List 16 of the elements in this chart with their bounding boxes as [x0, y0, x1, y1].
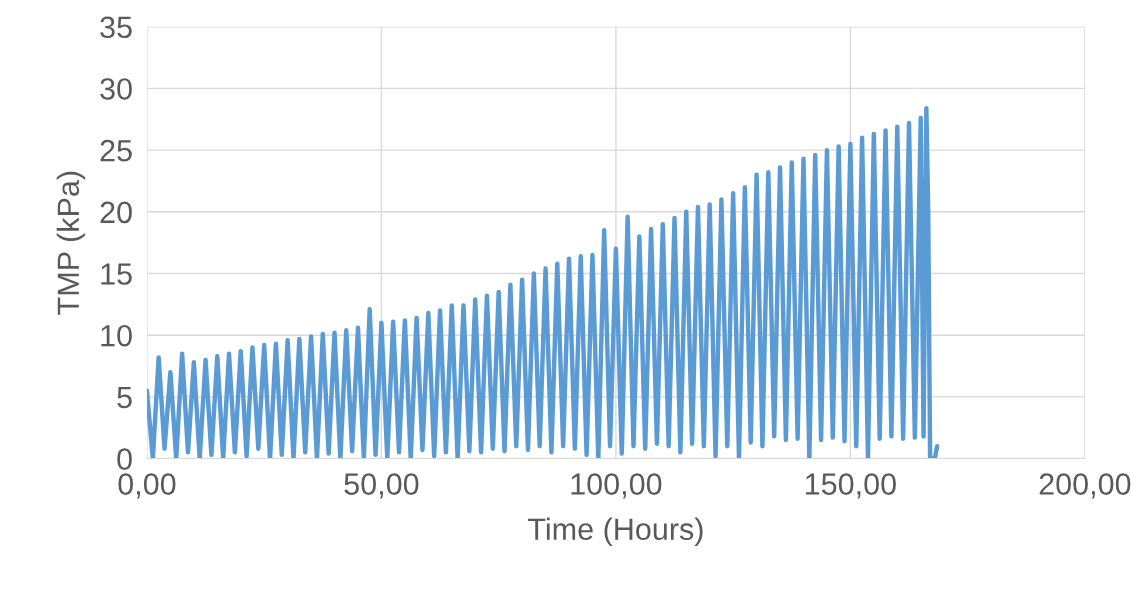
x-tick-label: 200,00 — [1039, 473, 1131, 499]
y-tick-label: 30 — [100, 78, 132, 100]
y-tick-label: 15 — [101, 263, 132, 285]
y-tick-label: 35 — [100, 16, 132, 39]
y-axis-title: TMP (kPa) — [56, 171, 86, 315]
line-series — [146, 105, 940, 459]
y-tick-label: 20 — [100, 201, 132, 224]
x-tick-label: 50,00 — [344, 473, 419, 499]
x-tick-label: 0,00 — [118, 473, 176, 499]
y-tick-label: 25 — [100, 139, 132, 162]
x-tick-label: 150,00 — [805, 473, 896, 499]
x-tick-label: 100,00 — [571, 473, 662, 499]
y-tick-label: 10 — [101, 324, 132, 347]
x-axis-title: Time (Hours) — [528, 517, 703, 547]
y-tick-label: 0 — [117, 448, 132, 470]
y-tick-label: 5 — [117, 386, 132, 409]
